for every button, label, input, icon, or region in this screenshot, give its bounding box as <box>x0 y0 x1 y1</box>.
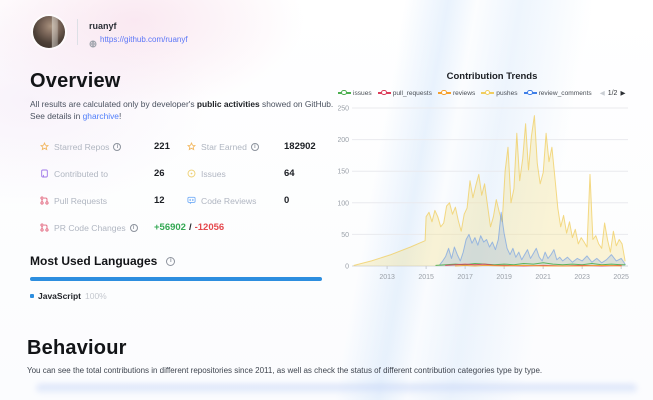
stat-pr-code-changes: PR Code Changes i <box>40 223 145 233</box>
bottom-glow-divider <box>36 384 637 393</box>
behaviour-description: You can see the total contributions in d… <box>27 366 543 375</box>
behaviour-title: Behaviour <box>27 337 127 359</box>
svg-text:200: 200 <box>338 137 349 144</box>
svg-text:150: 150 <box>338 169 349 176</box>
star-icon <box>186 141 197 151</box>
language-item-javascript: JavaScript 100% <box>30 291 107 301</box>
stat-star-earned: Star Earned i <box>186 141 275 152</box>
username: ruanyf <box>89 20 117 31</box>
svg-text:2021: 2021 <box>535 274 551 281</box>
stat-starred-repos: Starred Repos i <box>39 141 145 152</box>
stat-pull-requests: Pull Requests <box>40 196 145 206</box>
overview-title: Overview <box>30 70 121 92</box>
svg-text:0: 0 <box>345 264 349 271</box>
profile-link[interactable]: https://github.com/ruanyf <box>100 34 188 44</box>
info-icon[interactable]: i <box>129 223 138 232</box>
svg-text:2019: 2019 <box>496 274 512 281</box>
legend-page-indicator: 1/2 <box>607 89 618 97</box>
stat-pull-requests-value: 12 <box>154 195 165 206</box>
chart-legend-items: issues pull_requests reviews pushes review_c… <box>338 90 592 97</box>
overview-description: All results are calculated only by devel… <box>30 99 334 121</box>
svg-text:2023: 2023 <box>574 274 590 281</box>
legend-item-review_comments[interactable]: review_comments <box>523 89 592 97</box>
svg-text:100: 100 <box>338 200 349 207</box>
info-icon[interactable]: i <box>166 256 176 266</box>
stat-issues: Issues <box>187 169 275 179</box>
chart-title: Contribution Trends <box>446 71 538 82</box>
link-icon <box>89 35 97 48</box>
svg-text:2015: 2015 <box>418 274 434 281</box>
header-divider <box>77 19 78 45</box>
languages-title: Most Used Languages i <box>30 254 176 268</box>
legend-item-pull_requests[interactable]: pull_requests <box>377 89 432 97</box>
stat-starred-repos-value: 221 <box>154 141 170 152</box>
info-icon[interactable]: i <box>250 142 259 151</box>
legend-line-marker-icon <box>437 89 451 97</box>
svg-text:250: 250 <box>338 106 349 113</box>
legend-line-marker-icon <box>377 89 391 97</box>
legend-item-reviews[interactable]: reviews <box>437 89 475 97</box>
svg-text:2013: 2013 <box>379 274 395 281</box>
legend-item-pushes[interactable]: pushes <box>481 89 518 97</box>
legend-line-marker-icon <box>338 89 351 97</box>
stat-contributed-to-value: 26 <box>154 168 165 179</box>
star-icon <box>39 141 50 151</box>
legend-prev-icon[interactable]: ◀ <box>599 90 605 97</box>
svg-text:50: 50 <box>341 232 349 239</box>
avatar <box>33 16 65 48</box>
pull-request-icon <box>40 223 49 232</box>
stat-contributed-to: Contributed to <box>40 169 145 179</box>
code-review-icon <box>187 196 196 205</box>
chart-legend: issues pull_requests reviews pushes review_c… <box>338 89 648 97</box>
stat-star-earned-value: 182902 <box>284 141 316 152</box>
repo-icon <box>40 169 49 178</box>
contribution-trends-chart[interactable]: 0 50 100 150 200 250 2013 2015 2017 2019 2021 2023 2… <box>338 100 648 290</box>
language-dot-icon <box>30 294 34 298</box>
value-separator: / <box>188 222 192 233</box>
language-bar-javascript[interactable] <box>30 277 322 281</box>
profile-header: ruanyf https://github.com/ruanyf <box>33 16 188 48</box>
legend-line-marker-icon <box>481 89 495 97</box>
issue-icon <box>187 169 196 178</box>
gharchive-link[interactable]: gharchive <box>82 110 119 121</box>
stat-code-reviews: Code Reviews <box>187 196 275 206</box>
legend-pager: ◀ 1/2 ▶ <box>599 89 626 98</box>
legend-item-issues[interactable]: issues <box>338 90 372 97</box>
additions-value: +56902 <box>154 222 186 233</box>
svg-text:2025: 2025 <box>613 274 629 281</box>
info-icon[interactable]: i <box>113 142 122 151</box>
stat-issues-value: 64 <box>284 168 295 179</box>
stat-pr-code-changes-value: +56902/-12056 <box>145 222 325 233</box>
pull-request-icon <box>40 196 49 205</box>
legend-line-marker-icon <box>523 89 537 97</box>
stat-code-reviews-value: 0 <box>284 195 290 206</box>
legend-next-icon[interactable]: ▶ <box>620 90 626 97</box>
deletions-value: -12056 <box>194 222 225 233</box>
svg-text:2017: 2017 <box>457 274 473 281</box>
stats-grid: Starred Repos i 221 Star Earned i 182902… <box>39 133 325 241</box>
